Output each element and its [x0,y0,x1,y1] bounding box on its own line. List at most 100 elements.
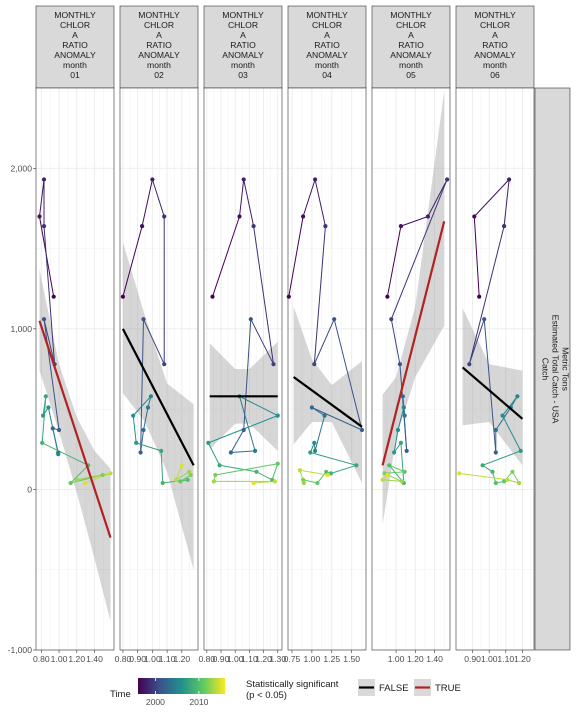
time-path-segment [230,429,245,453]
facet-strip-label: CHLOR [144,20,174,30]
time-path-segment [140,429,144,453]
data-point [253,448,258,453]
time-path-segment [230,450,256,453]
time-path-segment [41,396,47,443]
colorbar-tick-label: 2000 [146,697,165,707]
facet-strip-label: month [399,60,423,70]
x-tick-label: 1.10 [159,654,176,664]
time-path-segment [243,179,255,227]
x-tick-label: 0.80 [198,654,215,664]
data-point [43,394,48,399]
time-path-segment [313,318,335,365]
trend-line-significant [38,320,112,538]
data-point [359,427,365,433]
data-point [251,224,256,229]
panel-background [288,88,366,650]
facet-strip [35,5,115,89]
time-path-segment [397,407,405,431]
facet-strip-label: CHLOR [396,20,426,30]
panel-border [119,87,199,651]
time-path-segment [256,471,273,481]
time-path-segment [175,471,190,481]
facet-strip-label: A [156,30,162,40]
time-path-segment [314,415,326,452]
x-tick-label: 1.20 [407,654,424,664]
facet-strip-month: 06 [490,70,500,80]
y-tick-label: 1,000 [10,324,32,334]
x-tick-label: 1.50 [343,654,360,664]
time-path-segment [386,226,402,297]
facet-strip [287,5,367,89]
data-point [425,214,430,219]
x-tick-label: 1.00 [227,654,244,664]
data-point [150,177,155,182]
time-path-segment [468,319,485,365]
row-strip-label: Metric Tons [561,347,571,391]
data-point [309,405,314,410]
data-point [100,472,105,478]
data-point [51,294,56,299]
x-tick-label: 1.20 [514,654,531,664]
time-path-segment [382,479,402,482]
row-strip-label: Estimated Total Catch - USA [551,315,561,424]
facet-strip-label: MONTHLY [54,10,96,20]
time-path-segment [473,216,480,297]
data-point [502,479,507,484]
facet-strip-label: MONTHLY [390,10,432,20]
data-point [272,479,277,484]
data-point [41,224,47,229]
data-point [138,450,143,455]
facet-strip-label: month [315,60,339,70]
panel-background [36,88,114,650]
time-path-segment [215,463,278,476]
facet-strip-label: RATIO [398,40,424,50]
panel-border [35,87,115,651]
data-point [82,480,87,486]
data-point [385,294,390,299]
facet-strip-label: month [63,60,87,70]
time-path-segment [41,442,89,466]
data-point [445,177,450,182]
time-path-segment [239,395,278,417]
time-path-segment [76,472,111,481]
data-point [399,479,404,484]
facet-strip-label: A [240,30,246,40]
x-tick-label: 1.30 [269,654,286,664]
x-tick-label: 1.00 [144,654,161,664]
time-path-segment [390,319,401,365]
data-point [315,480,320,486]
panel-border [371,87,451,651]
data-point [297,468,302,473]
data-point [41,177,47,182]
data-point [502,224,507,229]
facet-strip [119,5,199,89]
data-point [493,480,498,486]
facet-strip-label: MONTHLY [222,10,264,20]
data-point [206,440,211,445]
time-path-segment [311,407,363,431]
time-path-segment [253,226,274,365]
data-point [141,427,146,433]
x-tick-label: 0.75 [284,654,301,664]
facet-strip-label: RATIO [146,40,172,50]
data-point [173,477,178,482]
data-point [248,317,253,322]
confidence-ribbon [39,269,111,622]
data-point [301,214,306,219]
data-point [404,448,409,453]
facet-strip [203,5,283,89]
data-point [141,317,146,322]
trend-line-not-significant [292,376,363,428]
facet-strip-label: MONTHLY [138,10,180,20]
colorbar [138,678,225,694]
time-path-segment [243,319,252,431]
x-tick-label: 0.90 [129,654,146,664]
confidence-ribbon [382,91,445,525]
y-tick-label: 0 [27,484,32,494]
facet-strip [371,5,451,89]
facet-strip [455,5,535,89]
x-tick-label: 1.40 [86,654,103,664]
facet-strip-label: A [72,30,78,40]
